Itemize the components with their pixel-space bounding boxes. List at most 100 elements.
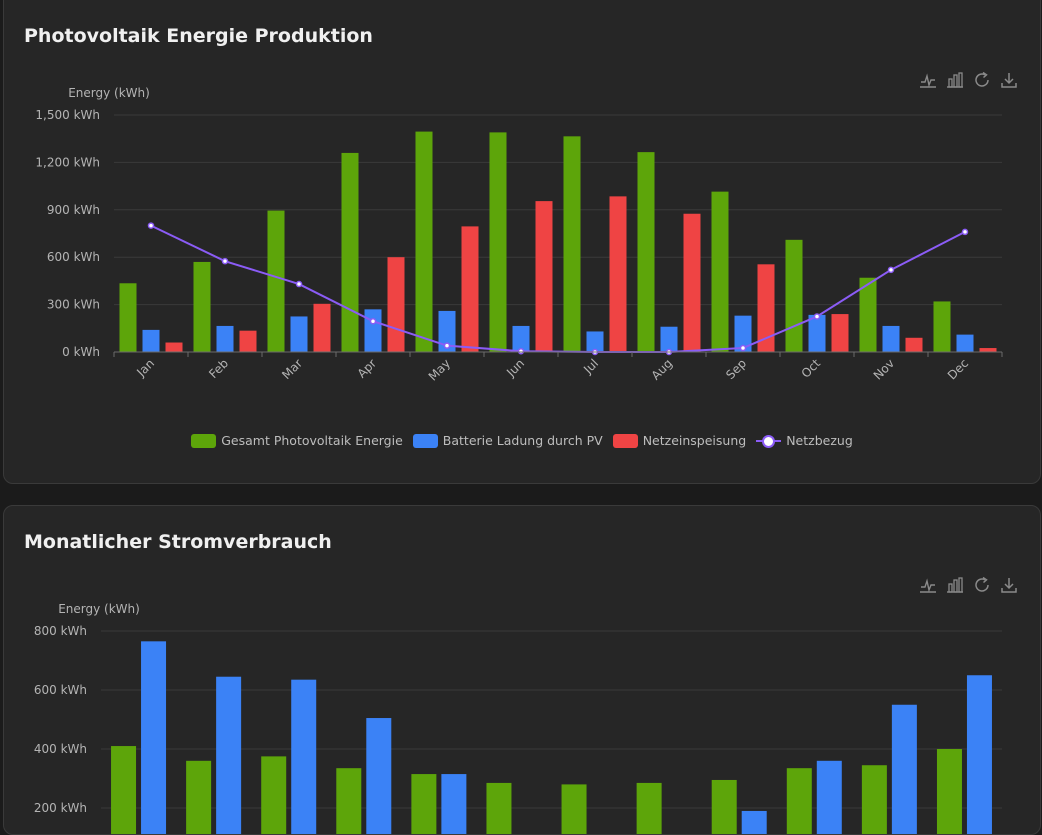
bar [660, 326, 678, 352]
bar [966, 675, 992, 834]
bar [216, 676, 242, 834]
bar [336, 768, 362, 834]
bar [563, 136, 581, 352]
legend-item[interactable]: Netzeinspeisung [612, 433, 746, 448]
bar [785, 239, 803, 352]
bar [486, 782, 512, 834]
bar [290, 316, 308, 352]
bar [609, 196, 627, 352]
bar [366, 718, 392, 834]
line-point [739, 344, 747, 352]
y-tick-label: 0 kWh [62, 345, 100, 359]
line-point [147, 222, 155, 229]
legend-item[interactable]: Netzbezug [756, 433, 853, 448]
legend-label: Gesamt Photovoltaik Energie [221, 433, 403, 448]
bar [936, 749, 962, 834]
bar [411, 774, 437, 834]
legend-label: Batterie Ladung durch PV [442, 433, 603, 448]
legend-swatch [412, 433, 438, 448]
line-point [813, 313, 821, 320]
x-tick-label: Mar [279, 356, 305, 382]
bar [956, 334, 974, 352]
bar [489, 132, 507, 352]
bar [216, 325, 234, 352]
bar-chart-icon[interactable] [946, 576, 964, 594]
bar [808, 314, 826, 352]
y-tick-label: 800 kWh [34, 624, 87, 638]
bar [186, 760, 212, 834]
x-tick-label: Dec [945, 356, 971, 382]
bar [364, 309, 382, 352]
refresh-icon[interactable] [973, 71, 991, 89]
bar [141, 641, 167, 834]
y-tick-label: 900 kWh [47, 203, 100, 217]
bar [831, 314, 849, 352]
line-point [221, 257, 229, 265]
bar [711, 191, 729, 352]
monthly-consumption-chart: 200 kWh 400 kWh 600 kWh 800 kWh Energy (kWh) [34, 602, 1002, 834]
bar [415, 131, 433, 352]
y-tick-label: 600 kWh [47, 250, 100, 264]
chart-toolbox [919, 71, 1018, 89]
chart-toolbox [919, 576, 1018, 594]
chart-legend: Gesamt Photovoltaik Energie Batterie Ladu… [4, 433, 1040, 448]
x-tick-label: Nov [871, 356, 897, 382]
chart-title: Monatlicher Stromverbrauch [24, 531, 332, 553]
y-tick-label: 1,500 kWh [35, 108, 100, 122]
bar [905, 337, 923, 352]
monthly-consumption-card: Monatlicher Stromverbrauch 200 kWh 400 kW… [3, 505, 1041, 835]
bar [165, 342, 183, 352]
bar [142, 329, 160, 352]
y-tick-label: 400 kWh [34, 742, 87, 756]
bar [816, 760, 842, 834]
download-icon[interactable] [1000, 71, 1018, 89]
bar [341, 152, 359, 352]
bar [711, 779, 737, 834]
legend-line-marker [756, 434, 782, 448]
line-point [517, 347, 525, 355]
bar [535, 201, 553, 352]
line-point [887, 266, 895, 274]
refresh-icon[interactable] [973, 576, 991, 594]
bar [441, 774, 467, 834]
bar [313, 303, 331, 352]
y-tick-label: 1,200 kWh [35, 155, 100, 169]
bar [637, 152, 655, 352]
bar [193, 261, 211, 352]
x-tick-label: Jan [133, 356, 157, 380]
line-chart-icon[interactable] [919, 71, 937, 89]
bar [239, 330, 257, 352]
bar [586, 331, 604, 352]
pv-production-card: Photovoltaik Energie Produktion 0 kWh 300… [3, 0, 1041, 484]
y-tick-label: 300 kWh [47, 298, 100, 312]
bar [267, 210, 285, 352]
bar [979, 348, 997, 352]
bar [438, 310, 456, 352]
line-chart-icon[interactable] [919, 576, 937, 594]
bar [119, 283, 137, 352]
legend-item[interactable]: Batterie Ladung durch PV [412, 433, 603, 448]
bar [741, 810, 767, 834]
line-point [295, 280, 303, 288]
legend-swatch [191, 433, 217, 448]
bar [734, 315, 752, 352]
bar-chart-icon[interactable] [946, 71, 964, 89]
x-tick-label: May [426, 356, 453, 383]
line-point [961, 228, 969, 236]
bar [461, 226, 479, 352]
y-axis-title: Energy (kWh) [68, 86, 150, 100]
bar [636, 782, 662, 834]
bar [512, 325, 530, 352]
x-tick-label: Sep [723, 356, 749, 382]
x-tick-label: Jun [503, 356, 527, 380]
legend-item[interactable]: Gesamt Photovoltaik Energie [191, 433, 403, 448]
bar [757, 264, 775, 352]
x-tick-label: Feb [206, 356, 231, 381]
download-icon[interactable] [1000, 576, 1018, 594]
pv-production-chart: 0 kWh 300 kWh 600 kWh 900 kWh 1,200 kWh 1,500… [35, 86, 1003, 384]
legend-swatch [612, 433, 638, 448]
bar [111, 746, 137, 834]
bar [861, 765, 887, 834]
x-tick-label: Jul [580, 356, 601, 377]
bar [561, 784, 587, 834]
